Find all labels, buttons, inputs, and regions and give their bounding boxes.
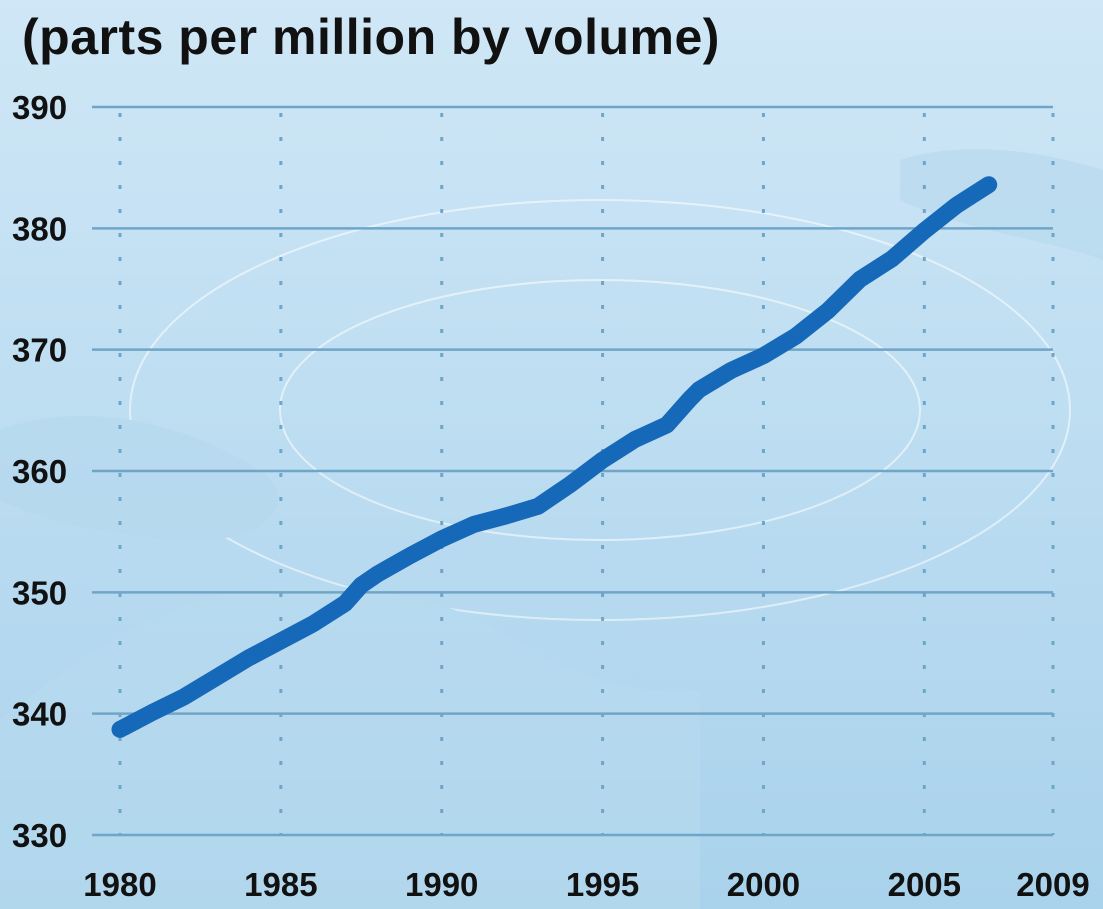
x-tick-label: 2005: [888, 866, 961, 903]
y-tick-label: 350: [12, 574, 67, 611]
x-tick-label: 1980: [83, 866, 156, 903]
y-tick-label: 340: [12, 696, 67, 733]
x-tick-label: 2000: [727, 866, 800, 903]
y-tick-label: 380: [12, 210, 67, 247]
x-tick-label: 2009: [1016, 866, 1089, 903]
y-tick-label: 330: [12, 817, 67, 854]
x-tick-label: 1985: [244, 866, 317, 903]
chart-title: (parts per million by volume): [22, 9, 720, 65]
y-tick-label: 390: [12, 89, 67, 126]
y-tick-label: 360: [12, 453, 67, 490]
y-tick-label: 370: [12, 332, 67, 369]
co2-series-line: [111, 176, 998, 738]
x-tick-label: 1995: [566, 866, 639, 903]
x-tick-label: 1990: [405, 866, 478, 903]
map-background-decoration: [0, 149, 1103, 909]
